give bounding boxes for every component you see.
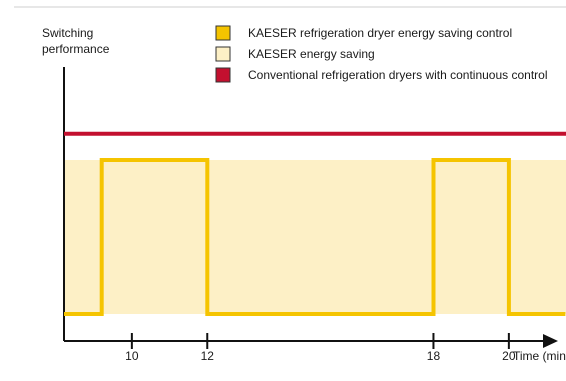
legend: KAESER refrigeration dryer energy saving… (215, 25, 548, 83)
legend-label: KAESER energy saving (248, 47, 375, 61)
legend-swatch (215, 46, 231, 62)
legend-swatch (215, 25, 231, 41)
x-axis-arrow (543, 334, 558, 348)
x-tick-label: 10 (125, 349, 139, 363)
series-kaeser-line (64, 158, 566, 316)
legend-swatch (215, 67, 231, 83)
x-tick-label: 20 (502, 349, 516, 363)
x-ticks: 10 12 18 20 (125, 333, 516, 363)
x-axis-label: Time (min) (513, 349, 566, 363)
x-tick-label: 18 (427, 349, 441, 363)
legend-label: KAESER refrigeration dryer energy saving… (248, 26, 512, 40)
energy-saving-band (64, 160, 566, 314)
y-axis-label: Switching performance (42, 26, 110, 56)
legend-label: Conventional refrigeration dryers with c… (248, 68, 548, 82)
x-tick-label: 12 (201, 349, 215, 363)
